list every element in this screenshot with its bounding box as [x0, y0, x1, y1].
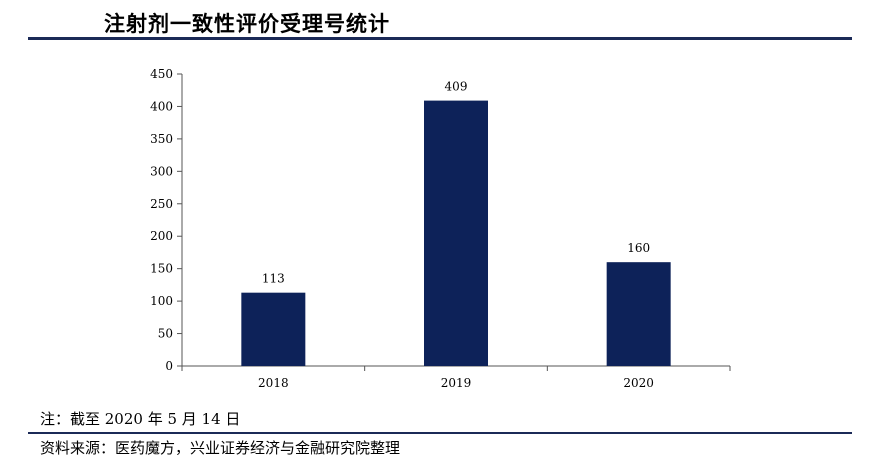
y-tick-label: 50 [158, 327, 173, 341]
x-axis: 2018 2019 2020 [181, 365, 731, 390]
y-tick-label: 350 [150, 132, 173, 146]
data-label: 160 [627, 241, 650, 255]
y-tick-label: 150 [150, 262, 173, 276]
data-labels: 113 409 160 [262, 80, 650, 286]
y-tick-label: 0 [165, 359, 173, 373]
y-tick-label: 250 [150, 197, 173, 211]
x-tick-label: 2019 [441, 376, 472, 390]
y-tick-label: 450 [150, 67, 173, 81]
data-label: 113 [262, 272, 285, 286]
footer-rule [28, 432, 852, 434]
source-text: 资料来源：医药魔方，兴业证券经济与金融研究院整理 [40, 439, 401, 457]
x-tick-label: 2018 [258, 376, 289, 390]
y-tick-label: 300 [150, 164, 173, 178]
page-title: 注射剂一致性评价受理号统计 [104, 12, 390, 36]
y-tick-label: 400 [150, 99, 173, 113]
y-tick-label: 100 [150, 294, 173, 308]
bar-2020 [606, 262, 671, 366]
y-axis: 0 50 100 150 200 250 300 350 400 450 [150, 67, 183, 373]
x-tick-label: 2020 [623, 376, 654, 390]
bars [241, 100, 671, 367]
y-tick-label: 200 [150, 229, 173, 243]
title-rule [28, 37, 852, 40]
data-label: 409 [445, 80, 468, 94]
bar-2019 [424, 100, 488, 367]
bar-2018 [241, 292, 306, 366]
chart-note: 注：截至 2020 年 5 月 14 日 [40, 410, 241, 428]
